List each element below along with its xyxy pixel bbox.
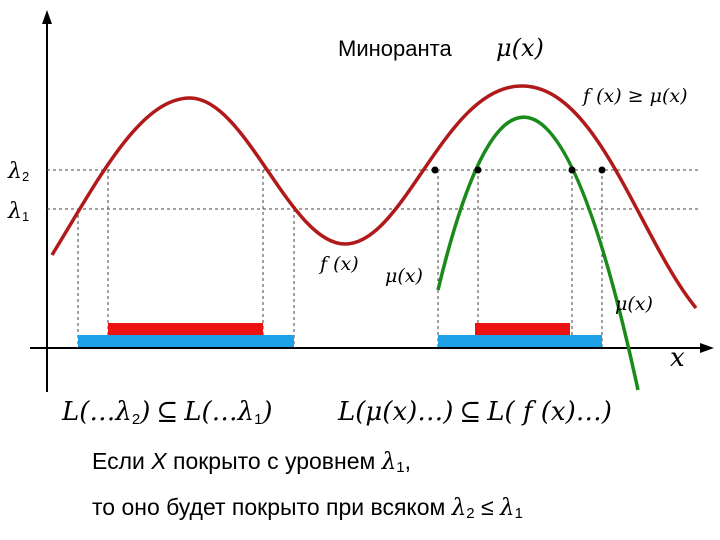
caption-line-2: то оно будет покрыто при всяком λ2 ≤ λ1 <box>92 494 523 522</box>
intersection-dot <box>598 166 606 174</box>
inclusion-right: L(μ(x)…) ⊆ L( f (x)…) <box>337 397 612 427</box>
caption-line-1: Если X покрыто с уровнем λ1, <box>92 448 411 476</box>
mu-label-right: μ(x) <box>615 293 653 315</box>
red-bar-right <box>475 323 570 335</box>
projection-lines <box>77 170 603 348</box>
caption-lambda1: λ <box>500 495 515 521</box>
caption-lambda1-sub: 1 <box>514 505 523 522</box>
intersection-dot <box>568 166 576 174</box>
blue-bar-right <box>438 335 602 347</box>
f-curve <box>50 84 698 310</box>
title-func: μ(x) <box>496 34 544 62</box>
y-axis-arrow <box>42 10 52 24</box>
lambda2-label: λ2 <box>7 159 29 184</box>
caption-lambda2-sub: 2 <box>466 505 475 522</box>
x-axis-arrow <box>700 343 714 353</box>
caption-lambda2: λ <box>451 495 467 521</box>
caption-leq: ≤ <box>474 494 501 520</box>
caption-line-2-pre: то оно будет покрыто при всяком <box>92 494 452 520</box>
caption-lambda-sub: 1 <box>396 459 405 476</box>
red-bar-left <box>108 323 263 335</box>
caption-lambda: λ <box>381 449 397 475</box>
title-word: Миноранта <box>338 36 452 61</box>
inclusion-left: L(…λ2) ⊆ L(…λ1) <box>61 397 273 428</box>
caption-x: X <box>151 448 167 474</box>
f-ge-mu-label: f (x) ≥ μ(x) <box>581 85 688 107</box>
lambda1-label: λ1 <box>7 199 29 224</box>
caption-line-1-pre: Если <box>92 448 152 474</box>
caption-line-1-end: , <box>404 448 412 474</box>
intersection-dot <box>474 166 482 174</box>
mu-label-left: μ(x) <box>385 265 423 287</box>
intersection-dots <box>431 166 606 174</box>
intersection-dot <box>431 166 439 174</box>
caption-line-1-mid: покрыто с уровнем <box>166 448 382 474</box>
fx-label: f (x) <box>318 253 359 275</box>
mu-curve <box>436 115 640 391</box>
blue-bar-left <box>78 335 294 347</box>
x-axis-label: x <box>670 343 685 373</box>
